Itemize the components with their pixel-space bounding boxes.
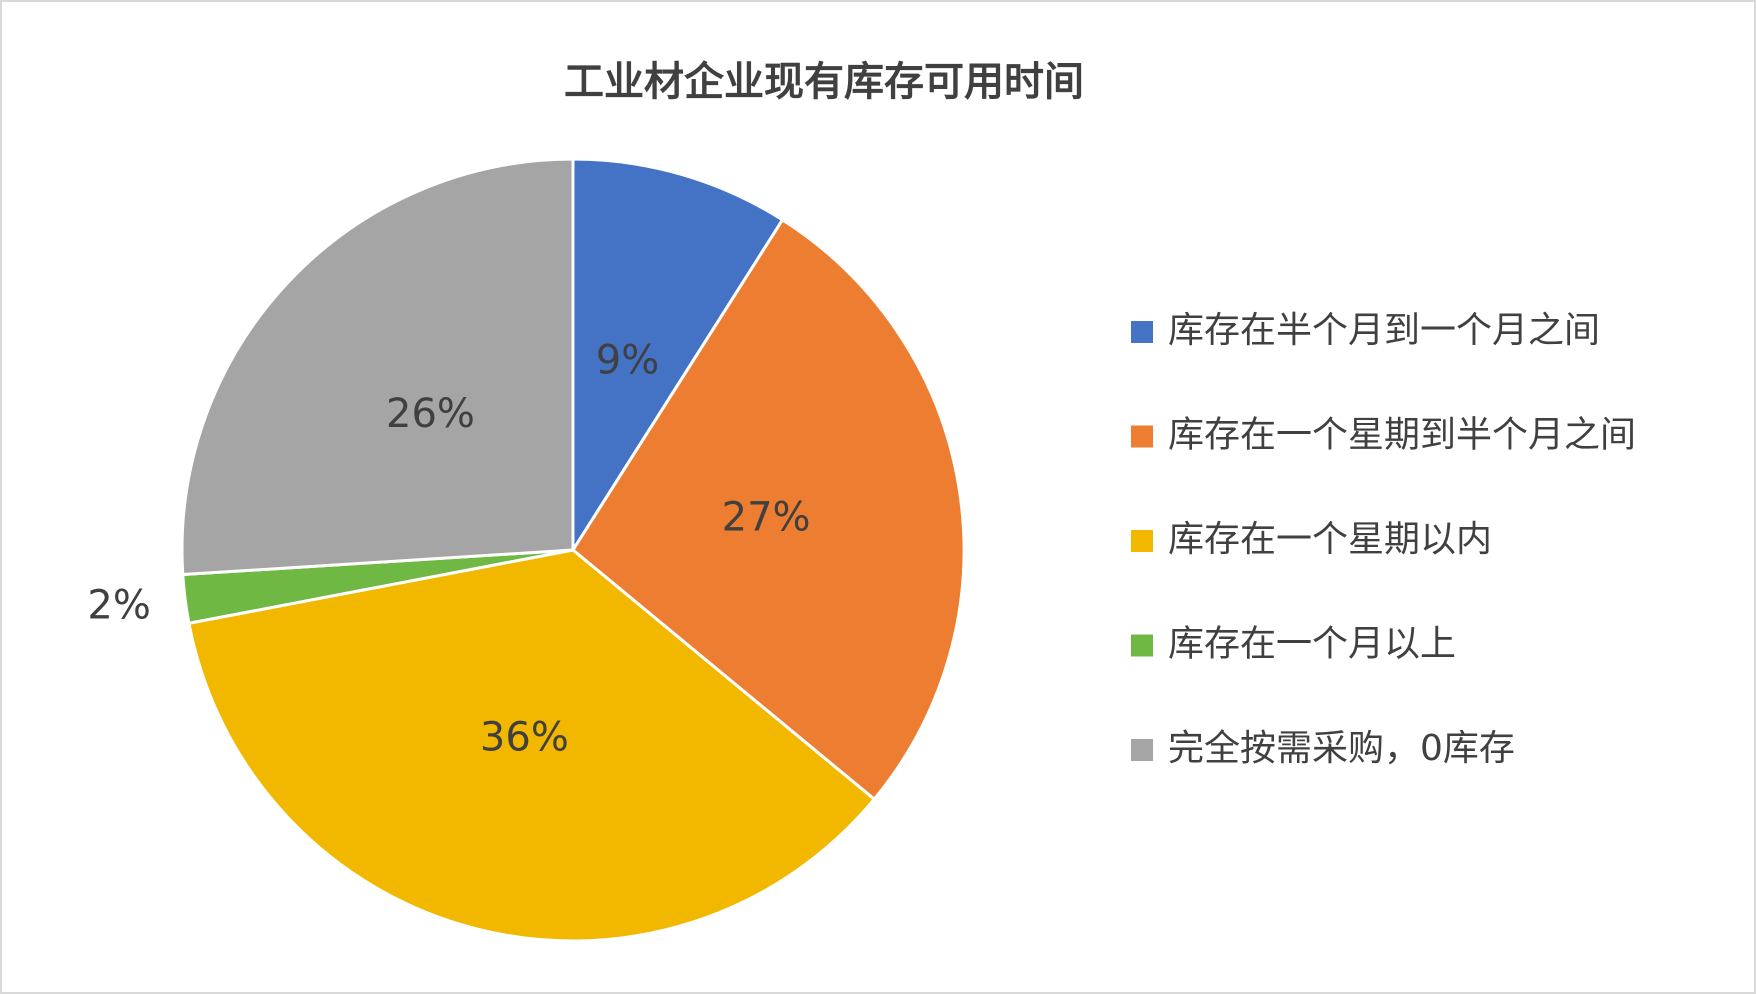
legend-swatch [1131, 634, 1153, 657]
data-label: 9% [596, 337, 659, 383]
data-label: 27% [722, 494, 811, 540]
data-label: 36% [480, 714, 569, 760]
data-label: 26% [386, 391, 475, 437]
legend-label: 库存在一个月以上 [1168, 624, 1456, 665]
chart-title: 工业材企业现有库存可用时间 [564, 59, 1084, 105]
legend-swatch [1131, 321, 1153, 343]
legend-label: 完全按需采购，0库存 [1168, 728, 1515, 769]
legend-swatch [1131, 530, 1153, 552]
legend-swatch [1131, 425, 1153, 448]
legend-swatch [1131, 739, 1153, 761]
pie-slice [187, 548, 877, 943]
legend-label: 库存在半个月到一个月之间 [1168, 310, 1600, 351]
pie-slice [571, 217, 966, 802]
legend-label: 库存在一个星期到半个月之间 [1168, 415, 1636, 456]
pie-slice [180, 157, 575, 577]
legend-label: 库存在一个星期以内 [1168, 519, 1492, 560]
data-label: 2% [87, 582, 150, 628]
pie-slice [571, 157, 785, 556]
